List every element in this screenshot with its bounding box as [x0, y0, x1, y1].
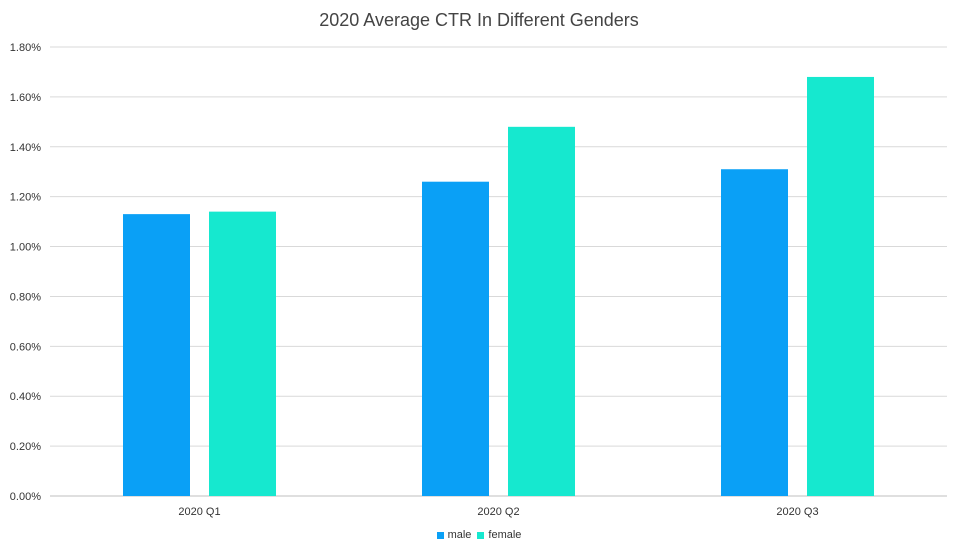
legend-item-female: female — [477, 529, 521, 541]
bars — [123, 76, 874, 497]
y-tick-label: 0.00% — [10, 491, 41, 503]
x-tick-label: 2020 Q2 — [477, 506, 519, 518]
y-tick-label: 1.80% — [10, 42, 41, 54]
x-axis: 2020 Q1 2020 Q2 2020 Q3 — [178, 506, 818, 518]
gridlines — [50, 46, 947, 497]
legend-label: male — [447, 529, 472, 541]
legend-item-male: male — [436, 529, 472, 541]
y-tick-label: 0.20% — [10, 441, 41, 453]
bar-male-2 — [721, 169, 788, 496]
bar-male-0 — [123, 214, 190, 496]
x-tick-label: 2020 Q3 — [776, 506, 818, 518]
y-tick-label: 0.80% — [10, 291, 41, 303]
y-tick-label: 0.40% — [10, 391, 41, 403]
bar-female-1 — [508, 126, 575, 497]
y-tick-label: 0.60% — [10, 341, 41, 353]
legend-swatch — [477, 531, 485, 539]
legend-swatch — [436, 531, 444, 539]
y-tick-label: 1.40% — [10, 142, 41, 154]
y-axis: 0.00% 0.20% 0.40% 0.60% 0.80% 1.00% 1.20% 1.40%… — [10, 42, 41, 503]
bar-female-2 — [807, 76, 874, 496]
x-tick-label: 2020 Q1 — [178, 506, 220, 518]
legend: male female — [0, 529, 958, 541]
chart-title: 2020 Average CTR In Different Genders — [319, 10, 639, 30]
y-tick-label: 1.60% — [10, 92, 41, 104]
y-tick-label: 1.00% — [10, 242, 41, 254]
y-tick-label: 1.20% — [10, 192, 41, 204]
bar-female-0 — [209, 211, 276, 496]
legend-label: female — [488, 529, 522, 541]
bar-male-1 — [422, 181, 489, 496]
